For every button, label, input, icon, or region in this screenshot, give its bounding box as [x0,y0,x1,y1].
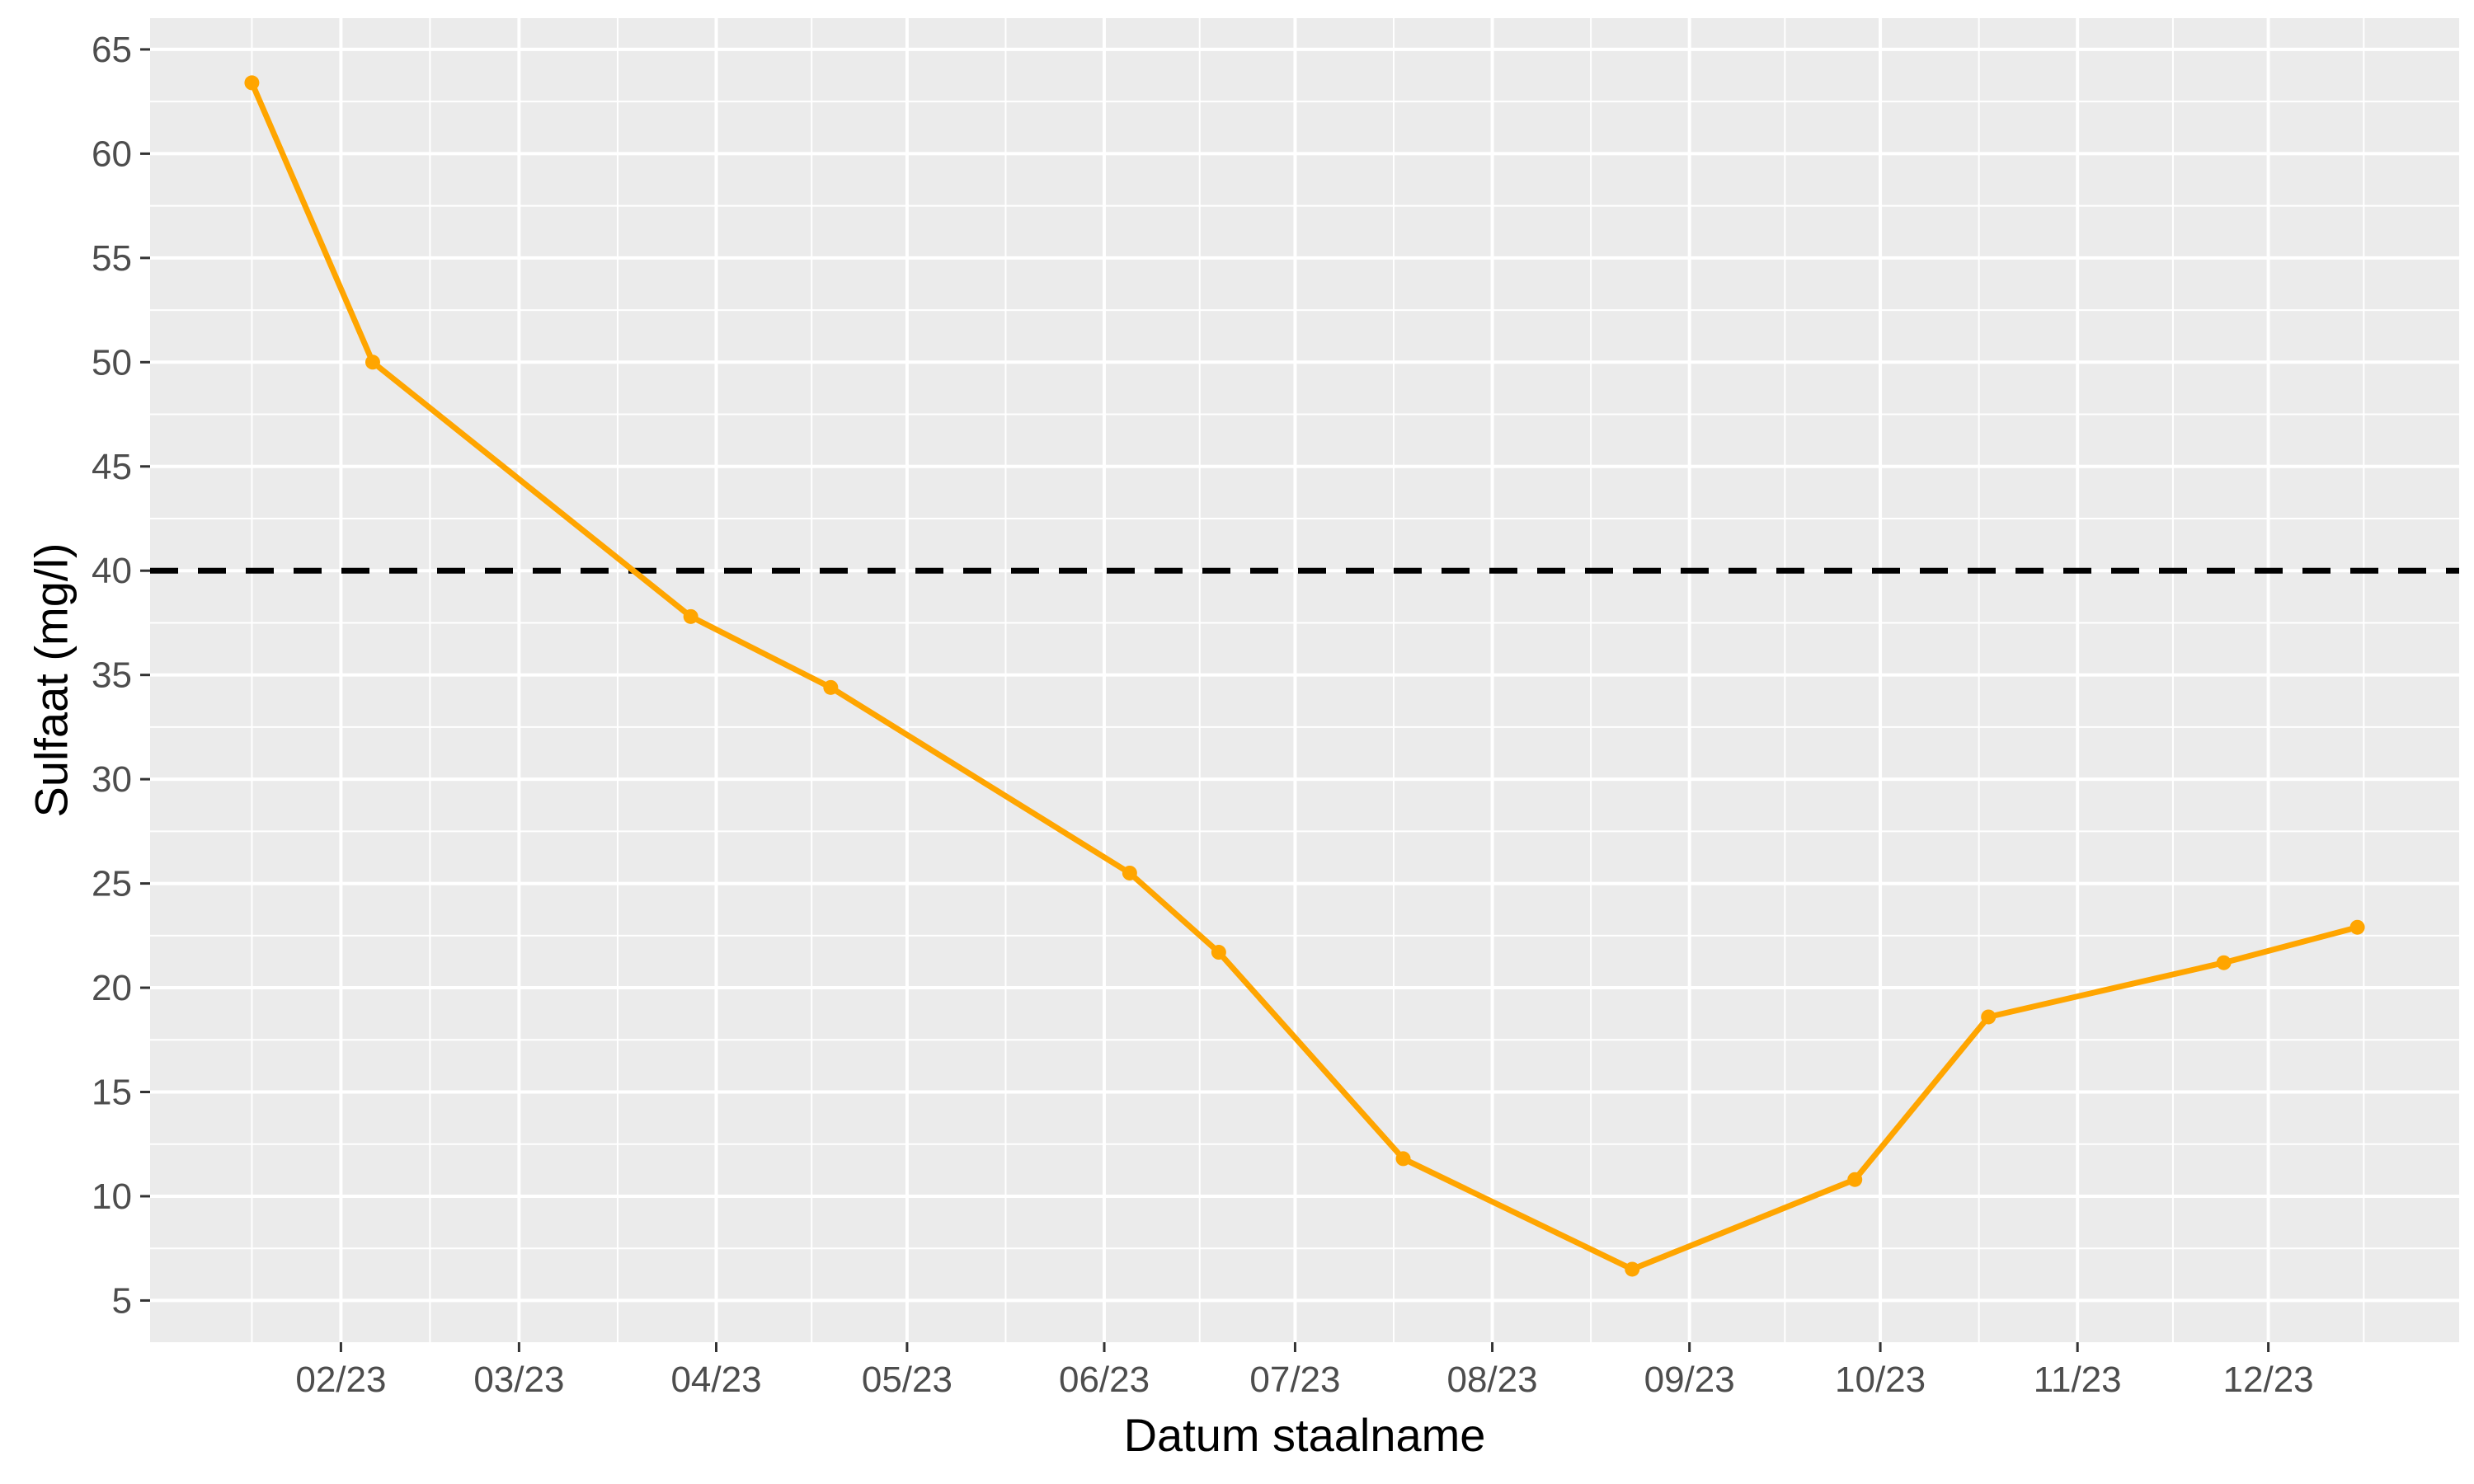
data-point [1625,1261,1640,1277]
x-axis-title: Datum staalname [1124,1409,1486,1461]
x-tick-label: 08/23 [1446,1360,1537,1400]
data-point [2349,919,2365,935]
y-tick-label: 15 [92,1073,132,1113]
data-point [1847,1172,1863,1187]
y-axis-title: Sulfaat (mg/l) [26,543,78,818]
x-tick-label: 07/23 [1249,1360,1340,1400]
data-point [823,679,839,695]
data-point [1122,865,1137,881]
x-tick-label: 09/23 [1644,1360,1735,1400]
x-tick-label: 03/23 [473,1360,564,1400]
data-point [1211,945,1226,960]
y-tick-label: 55 [92,238,132,279]
y-tick-label: 40 [92,551,132,591]
y-tick-label: 60 [92,134,132,174]
data-point [1981,1009,1997,1025]
x-tick-label: 10/23 [1835,1360,1926,1400]
y-tick-label: 45 [92,447,132,487]
plot-panel [150,18,2459,1342]
y-tick-label: 35 [92,655,132,696]
x-tick-label: 02/23 [295,1360,386,1400]
minor-gridlines [150,18,2459,1342]
y-tick-label: 50 [92,342,132,383]
data-point [683,608,698,624]
data-point [244,75,260,91]
data-point [1395,1151,1411,1167]
series-line [248,79,2361,1272]
y-tick-label: 30 [92,759,132,800]
x-tick-label: 04/23 [670,1360,761,1400]
x-tick-label: 05/23 [862,1360,952,1400]
y-axis: 5 10 15 20 25 30 35 40 45 50 55 60 65 [92,30,150,1321]
data-point [365,355,380,370]
x-axis: 02/23 03/23 04/23 05/23 06/23 07/23 08/23 09/23… [295,1342,2314,1400]
data-point [2216,955,2232,970]
x-tick-label: 11/23 [2034,1360,2122,1400]
x-tick-label: 12/23 [2223,1360,2314,1400]
y-tick-label: 20 [92,968,132,1008]
series-layer [244,75,2365,1277]
y-tick-label: 65 [92,30,132,70]
y-tick-label: 5 [112,1280,132,1321]
y-tick-label: 10 [92,1176,132,1217]
x-tick-label: 06/23 [1059,1360,1150,1400]
major-gridlines [150,18,2459,1342]
y-tick-label: 25 [92,864,132,904]
